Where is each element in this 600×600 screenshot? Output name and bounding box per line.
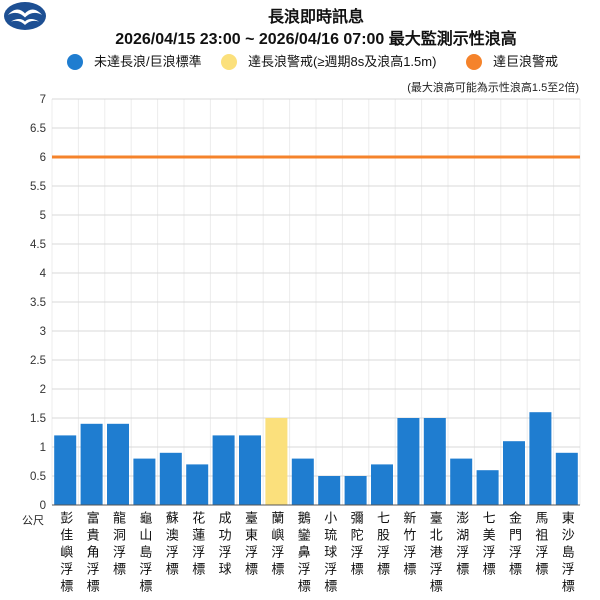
y-tick-label: 5.5 [30,181,46,193]
chart-note: (最大浪高可能為示性浪高1.5至2倍) [407,82,579,94]
category-label: 蘭嶼浮標 [269,511,285,579]
bar [555,452,578,505]
cwa-logo-icon [4,2,46,30]
bar [450,458,473,505]
bar [212,435,235,505]
bar [423,418,446,505]
bar [291,458,314,505]
legend-item-normal: 未達長浪/巨浪標準 [67,54,202,70]
bar [239,435,261,505]
bar [318,476,341,505]
y-tick-label: 0 [40,500,46,512]
y-tick-label: 6 [40,152,46,164]
legend-label-swell-warning: 達長浪警戒(≥週期8s及浪高1.5m) [248,54,437,69]
category-label: 七美浮標 [480,511,496,579]
y-axis-unit-label: 公尺 [22,515,44,527]
legend-swatch-high-wave-warning [466,54,482,70]
y-tick-label: 0.5 [30,471,46,483]
category-label: 龜山島浮標 [137,511,153,596]
y-tick-label: 3.5 [30,297,46,309]
legend-label-high-wave-warning: 達巨浪警戒 [493,54,559,69]
category-label: 金門浮標 [507,511,522,579]
legend-label-normal: 未達長浪/巨浪標準 [94,54,202,69]
legend-swatch-swell-warning [221,54,237,70]
y-tick-label: 1 [40,442,46,454]
legend-item-swell-warning: 達長浪警戒(≥週期8s及浪高1.5m) [221,54,436,70]
category-label: 龍洞浮標 [111,511,126,579]
bar [371,464,393,505]
y-tick-label: 2.5 [30,355,46,367]
y-tick-label: 5 [40,210,46,222]
chart-subtitle: 2026/04/15 23:00 ~ 2026/04/16 07:00 最大監測… [115,31,517,48]
y-tick-label: 4 [40,268,47,280]
category-label: 澎湖浮標 [454,511,470,579]
category-label: 彭佳嶼浮標 [58,511,74,596]
bar [344,476,367,505]
bar [159,452,182,505]
bar-layer [54,412,578,505]
category-label: 新竹浮標 [401,511,417,579]
category-label: 小琉球浮標 [322,511,338,596]
bar [80,423,103,505]
grid-layer [51,98,581,505]
category-label: 成功浮球 [216,511,232,579]
y-tick-labels: 0 0.5 1 1.5 2 2.5 3 3.5 4 4.5 5 5.5 6 6.5 7 [30,94,47,512]
bar [503,441,525,505]
chart-title: 長浪即時訊息 [267,9,364,26]
legend-item-high-wave-warning: 達巨浪警戒 [466,54,558,70]
bar [133,458,156,505]
bar [476,470,499,505]
bar [54,435,77,505]
category-label: 七股浮標 [375,511,390,579]
category-label: 東沙島浮標 [559,511,575,596]
bar [529,412,552,505]
category-label: 富貴角浮標 [84,511,100,596]
bar [107,423,129,505]
y-tick-label: 4.5 [30,239,46,251]
category-label: 彌陀浮標 [348,511,364,579]
y-tick-label: 2 [40,384,46,396]
y-tick-label: 1.5 [30,413,46,425]
y-tick-label: 6.5 [30,123,46,135]
bar [265,418,288,505]
category-label: 臺東浮標 [243,511,258,579]
category-label: 花蓮浮標 [190,511,206,579]
category-label: 臺北港浮標 [427,511,443,596]
category-label: 蘇澳浮標 [163,511,179,579]
category-label: 鵝鑾鼻浮標 [295,511,311,596]
bar [397,418,420,505]
legend-swatch-normal [67,54,83,70]
y-tick-label: 3 [40,326,46,338]
category-label: 馬祖浮標 [533,511,549,579]
bar [186,464,209,505]
y-tick-label: 7 [40,94,46,106]
